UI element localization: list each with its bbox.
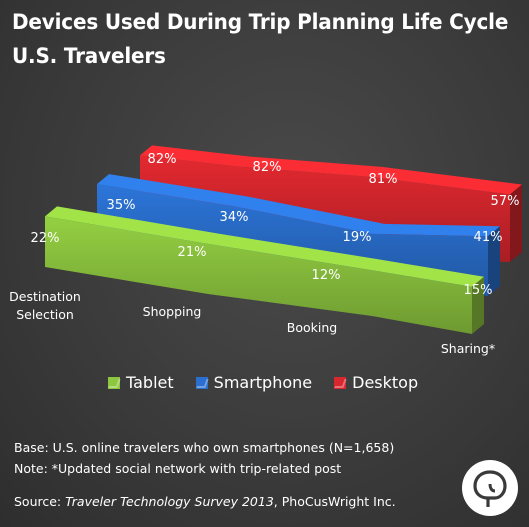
- legend-label-smartphone: Smartphone: [213, 373, 313, 392]
- series-top-desktop: [140, 145, 522, 195]
- phocuswright-logo-icon: [462, 460, 518, 516]
- series-top-smartphone: [97, 174, 500, 237]
- series-top-tablet: [45, 206, 484, 287]
- legend-swatch-smartphone: [195, 376, 208, 389]
- legend-item-desktop: Desktop: [334, 373, 418, 392]
- series-side-desktop: [510, 184, 522, 262]
- data-label-smartphone-1: 34%: [220, 210, 249, 225]
- category-label-1: Shopping: [143, 304, 202, 319]
- data-label-desktop-2: 81%: [369, 172, 398, 187]
- data-label-tablet-2: 12%: [312, 268, 341, 283]
- data-label-desktop-0: 82%: [148, 152, 177, 167]
- source-title: Traveler Technology Survey 2013: [65, 494, 274, 509]
- source-prefix: Source:: [14, 494, 66, 509]
- legend-swatch-tablet: [108, 376, 120, 389]
- data-label-tablet-1: 21%: [178, 245, 207, 260]
- series-area-tablet: [45, 216, 472, 334]
- data-label-smartphone-0: 35%: [107, 198, 136, 213]
- data-label-tablet-0: 22%: [31, 231, 60, 246]
- series-side-tablet: [472, 276, 484, 334]
- legend-swatch-desktop: [334, 376, 347, 389]
- category-label-3: Sharing*: [441, 341, 495, 356]
- legend-item-tablet: Tablet: [108, 373, 174, 392]
- data-label-desktop-1: 82%: [253, 160, 282, 175]
- source-suffix: , PhoCusWright Inc.: [273, 494, 396, 509]
- data-label-smartphone-3: 41%: [474, 230, 503, 245]
- data-label-desktop-3: 57%: [491, 194, 520, 209]
- chart-title: Devices Used During Trip Planning Life C…: [12, 10, 509, 35]
- chart-subtitle: U.S. Travelers: [12, 44, 166, 69]
- series-side-smartphone: [488, 226, 500, 296]
- category-label-0-line1: Selection: [16, 307, 74, 322]
- legend-label-tablet: Tablet: [126, 373, 174, 392]
- base-note: Base: U.S. online travelers who own smar…: [14, 440, 395, 455]
- data-label-tablet-3: 15%: [464, 283, 493, 298]
- source-line: Source: Traveler Technology Survey 2013,…: [14, 494, 396, 509]
- category-label-2: Booking: [287, 320, 337, 335]
- legend-item-smartphone: Smartphone: [195, 373, 313, 392]
- data-label-smartphone-2: 19%: [343, 230, 372, 245]
- legend-label-desktop: Desktop: [352, 373, 419, 392]
- legend: Tablet Smartphone Desktop: [108, 373, 440, 392]
- footnote: Note: *Updated social network with trip-…: [14, 461, 342, 476]
- category-label-0-line0: Destination: [9, 289, 81, 304]
